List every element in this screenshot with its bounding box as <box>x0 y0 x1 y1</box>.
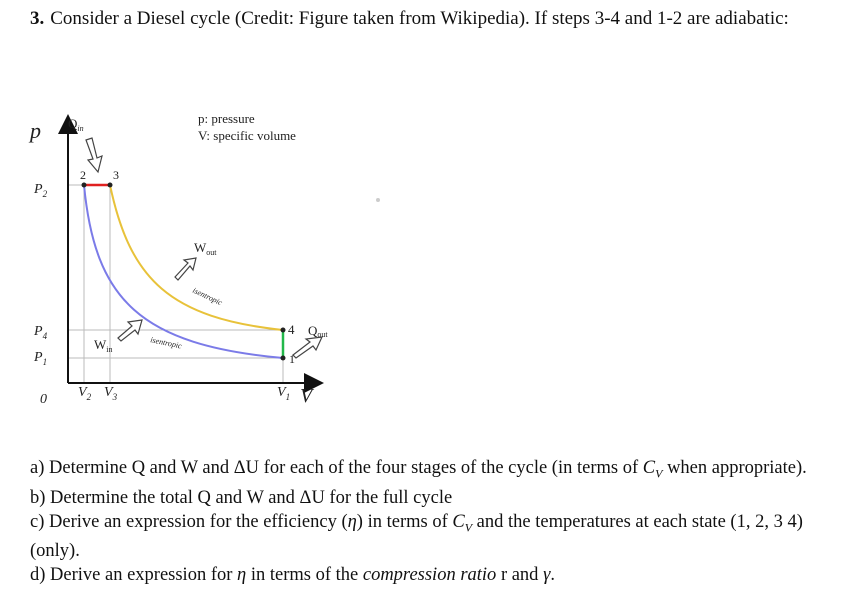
question-parts: a) Determine Q and W and ΔU for each of … <box>30 456 820 587</box>
diesel-diagram: p V 0 p: pressure V: specific volume Qin… <box>28 111 380 407</box>
w-out-main: W <box>194 240 207 255</box>
v3-main: V <box>104 385 114 400</box>
q-in-sub: in <box>77 124 83 133</box>
w-in-sub: in <box>106 345 112 354</box>
v3-label: V3 <box>104 385 118 402</box>
part-text: when appropriate). <box>662 458 807 478</box>
math-symbol: η <box>237 565 247 586</box>
question-number: 3. <box>30 8 45 29</box>
question-part: a) Determine Q and W and ΔU for each of … <box>30 456 820 486</box>
question-part: c) Derive an expression for the efficien… <box>30 510 820 564</box>
math-symbol: C <box>452 511 465 532</box>
p4-sub: 4 <box>43 331 48 341</box>
part-text: ) in terms of <box>356 511 453 532</box>
q-out-sub: out <box>317 330 328 339</box>
q-in-main: Q <box>68 116 78 131</box>
point-label: 1 <box>289 352 295 366</box>
part-text: . <box>550 565 555 586</box>
part-text: c) Derive an expression for the efficien… <box>30 511 348 532</box>
expansion-curve <box>109 184 284 331</box>
v1-sub: 1 <box>286 392 291 402</box>
part-text: in terms of the <box>246 565 363 586</box>
math-symbol: γ <box>543 565 551 586</box>
isentropic-label: isentropic <box>150 335 183 350</box>
p1-label: P1 <box>33 350 47 367</box>
question-text: Consider a Diesel cycle (Credit: Figure … <box>50 8 789 29</box>
p4-label: P4 <box>33 324 48 341</box>
speck <box>376 198 380 202</box>
v2-main: V <box>78 385 88 400</box>
isentropic-label: isentropic <box>191 286 224 308</box>
v2-sub: 2 <box>87 392 92 402</box>
p4-main: P <box>33 324 43 339</box>
part-italic: compression ratio <box>362 565 497 586</box>
w-in-label: Win <box>94 337 113 354</box>
math-subscript: V <box>464 520 473 535</box>
compression-curve <box>83 184 284 359</box>
part-text: a) Determine Q and W and ΔU for each of … <box>30 458 643 478</box>
question: 3. Consider a Diesel cycle (Credit: Figur… <box>30 6 820 50</box>
origin-label: 0 <box>40 392 47 407</box>
v2-label: V2 <box>78 385 92 402</box>
arrows <box>85 137 323 359</box>
legend-volume: V: specific volume <box>198 128 296 143</box>
math-symbol: η <box>347 511 357 532</box>
p2-label: P2 <box>33 182 48 199</box>
v1-label: V1 <box>277 385 290 402</box>
p1-sub: 1 <box>43 357 48 367</box>
part-text: r and <box>496 565 544 586</box>
part-text: and the temperatures at each state (1, 2… <box>30 511 803 562</box>
p-axis-label: p <box>28 118 41 143</box>
w-out-label: Wout <box>194 240 217 257</box>
v1-main: V <box>277 385 287 400</box>
state-points <box>81 182 286 361</box>
p2-main: P <box>33 182 43 197</box>
math-subscript: V <box>655 466 663 481</box>
point-label: 2 <box>80 168 86 182</box>
w-out-sub: out <box>206 248 217 257</box>
w-in-main: W <box>94 337 107 352</box>
v-axis-label: V <box>300 385 315 407</box>
v3-sub: 3 <box>112 392 118 402</box>
p2-sub: 2 <box>43 189 48 199</box>
p1-main: P <box>33 350 43 365</box>
part-text: b) Determine the total Q and W and ΔU fo… <box>30 487 453 508</box>
question-part: b) Determine the total Q and W and ΔU fo… <box>30 486 820 510</box>
q-in-label: Qin <box>68 116 84 133</box>
legend-pressure: p: pressure <box>198 111 255 126</box>
part-text: d) Derive an expression for <box>30 565 238 586</box>
q-out-label: Qout <box>308 323 328 339</box>
math-symbol: C <box>642 458 656 478</box>
point-label: 4 <box>288 322 295 337</box>
question-part: d) Derive an expression for η in terms o… <box>30 563 820 587</box>
point-label: 3 <box>113 168 119 182</box>
q-out-main: Q <box>308 323 318 338</box>
